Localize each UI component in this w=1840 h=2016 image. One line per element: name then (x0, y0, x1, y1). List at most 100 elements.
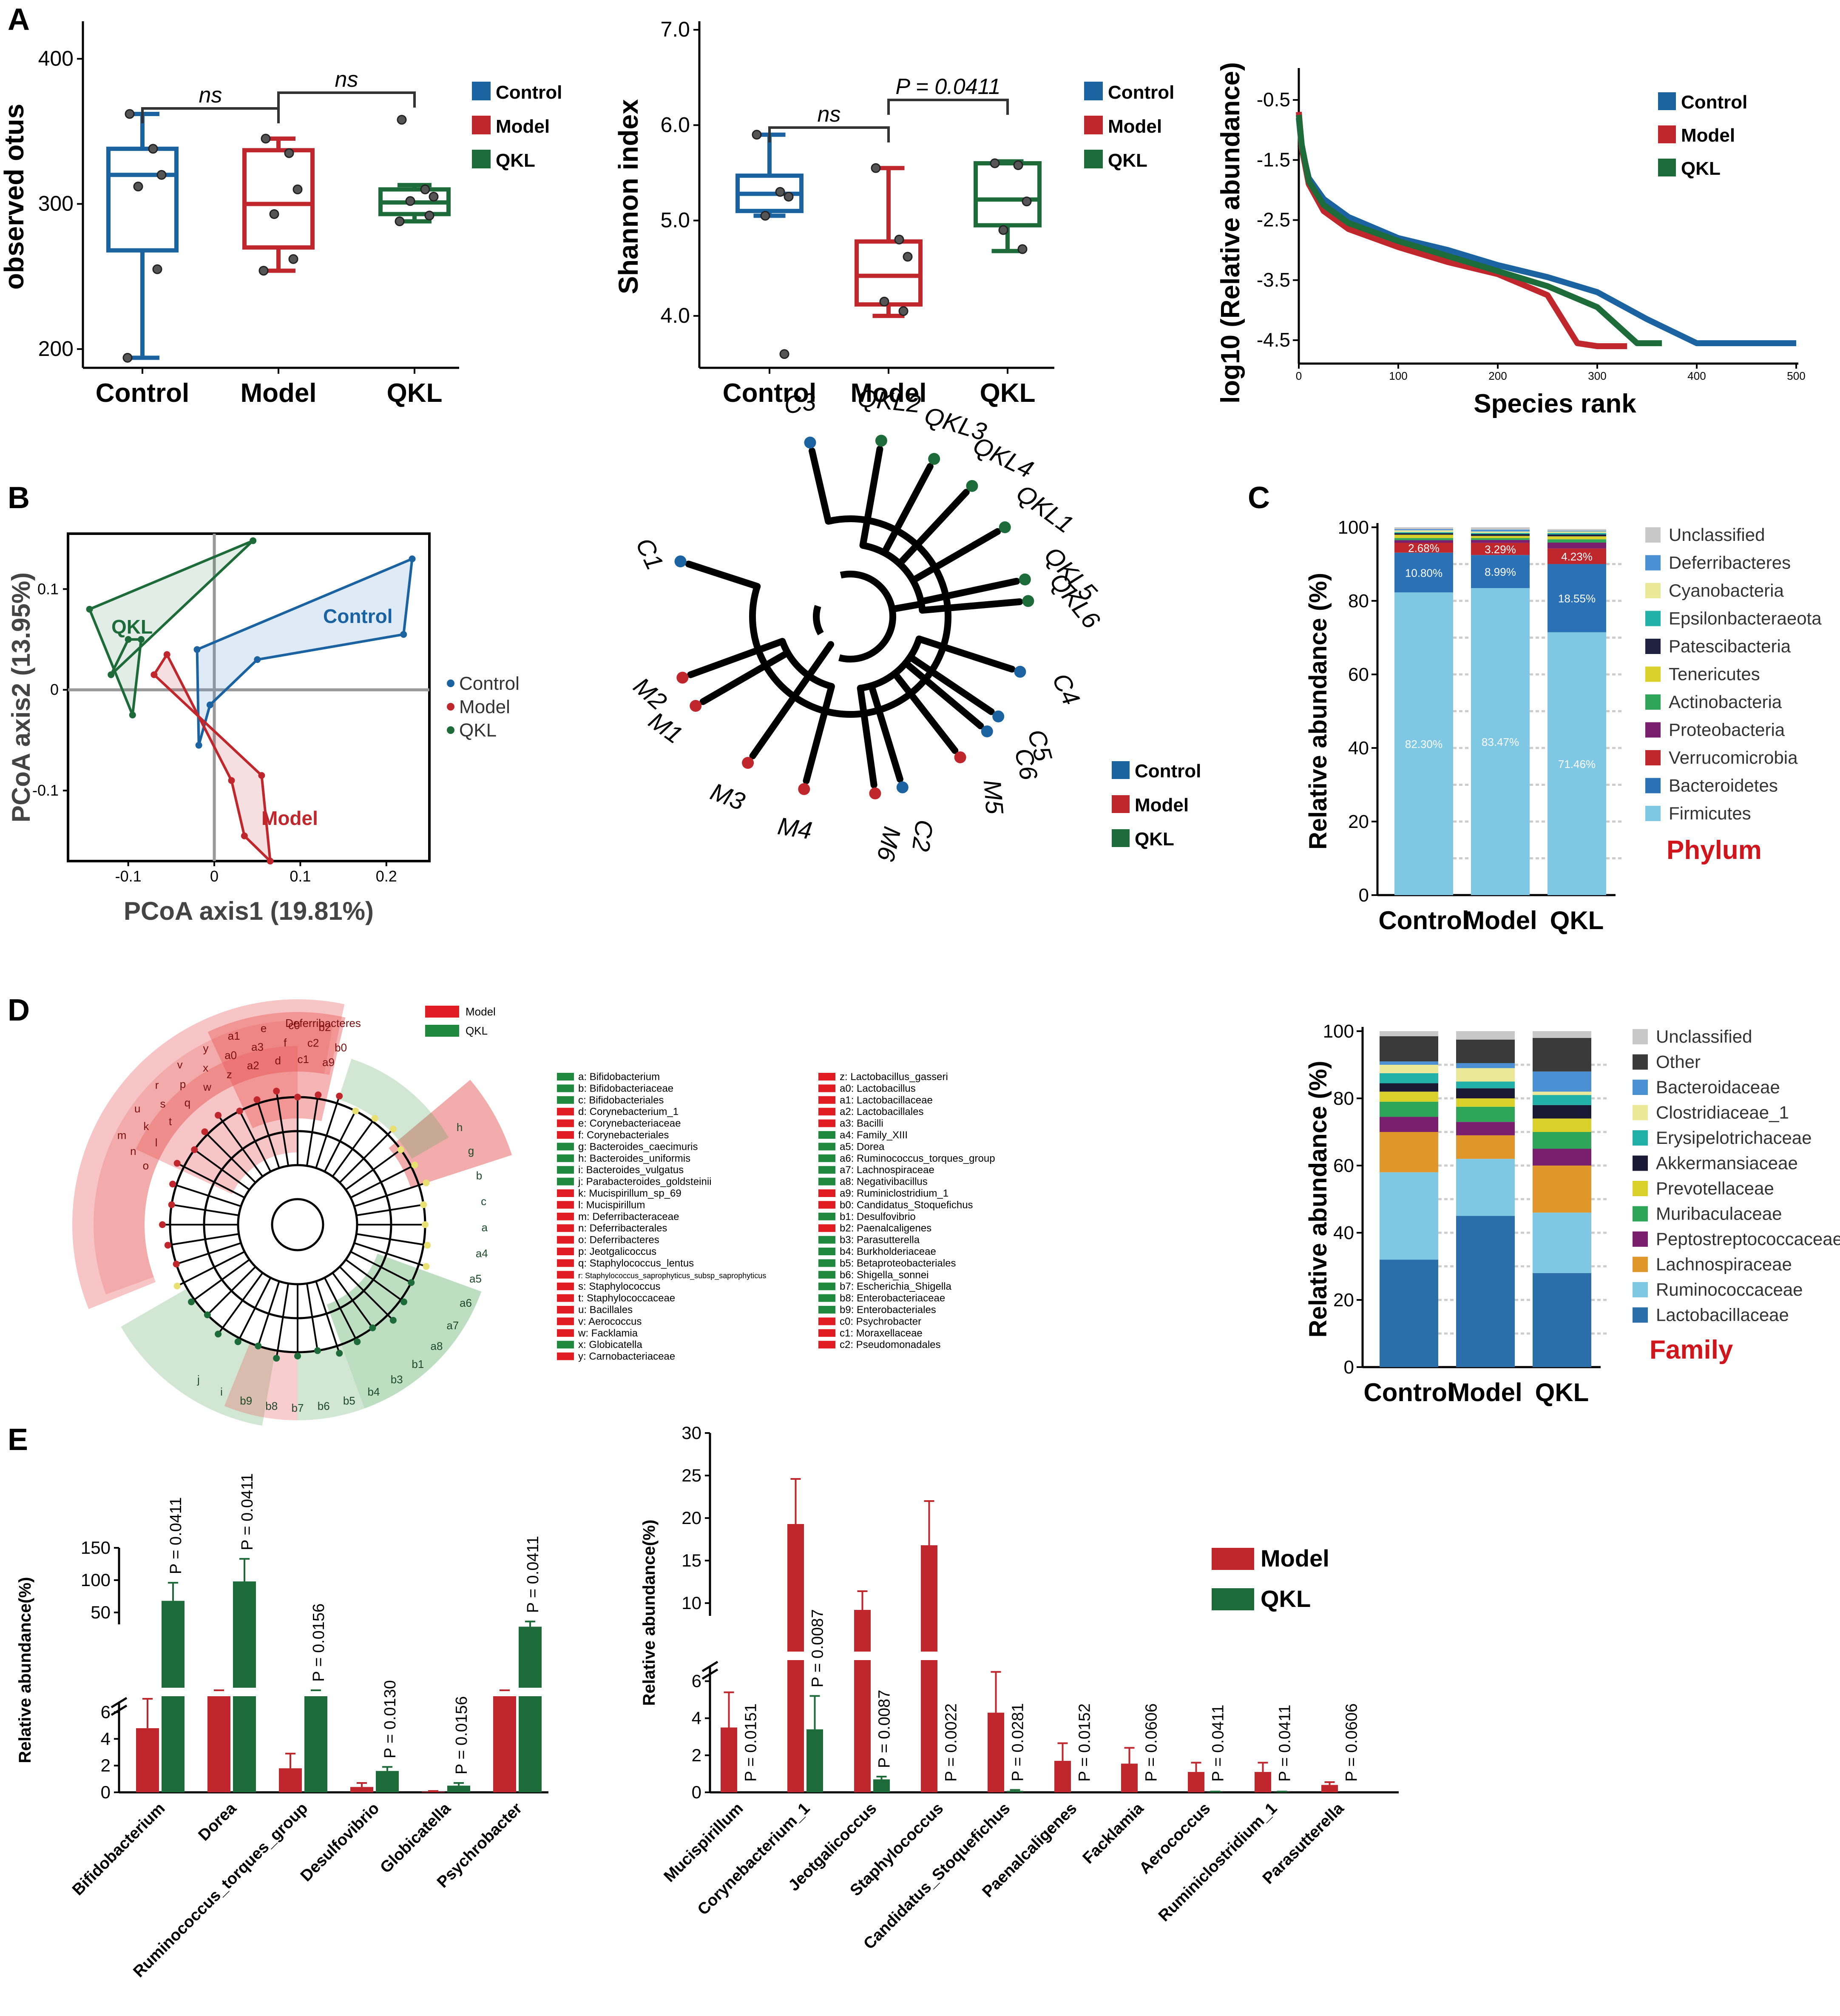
box-control (106, 146, 179, 253)
stacked-segment-prevotellaceae (1456, 1098, 1515, 1107)
legend-swatch-unclassified (1633, 1029, 1648, 1044)
stacked-segment-proteobacteria (1471, 540, 1530, 543)
clade-key-label: y: Carnobacteriaceae (578, 1351, 675, 1362)
y-tick-label: 200 (38, 337, 74, 361)
clade-letter: b4 (368, 1385, 380, 1398)
clade-letter: l (155, 1136, 158, 1149)
bar-model (1121, 1763, 1138, 1792)
tree-leaf-node (798, 783, 810, 795)
clade-node (424, 1242, 431, 1249)
tree-arc (838, 571, 896, 663)
stacked-segment-lactobacillaceae (1533, 1273, 1591, 1367)
x-tick-label: 0.2 (376, 867, 397, 885)
tree-branch (909, 528, 1001, 584)
y-tick-label: 100 (1323, 1021, 1354, 1042)
tree-arc (862, 542, 926, 611)
clade-branch (306, 1095, 319, 1166)
data-point (133, 182, 143, 192)
significance-bracket (141, 107, 280, 123)
clade-key-label: u: Bacillales (578, 1304, 633, 1316)
bar-model (493, 1690, 516, 1792)
x-tick-label: Model (1463, 906, 1537, 935)
stacked-segment-clostridiaceae_1 (1380, 1065, 1438, 1073)
panel-label-e: E (8, 1423, 28, 1457)
clade-branch (339, 1128, 394, 1183)
segment-value-label: 3.29% (1485, 543, 1516, 556)
tree-legend-label-model: Model (1135, 795, 1189, 816)
bar-qkl (304, 1690, 327, 1792)
clade-node (236, 1107, 243, 1115)
x-tick-label: Control (96, 378, 189, 408)
y-axis-label: Relative abundance (%) (1304, 1061, 1332, 1337)
clade-key-label: h: Bacteroides_uniformis (578, 1153, 690, 1164)
clade-node (169, 1180, 176, 1188)
clade-letter: z (227, 1068, 232, 1081)
tree-leaf-label: QKL1 (1011, 479, 1078, 539)
y-tick-label: 20 (1348, 811, 1369, 832)
clade-key-label: b2: Paenalcaligenes (840, 1223, 931, 1234)
hull-label-control: Control (323, 605, 393, 627)
clade-branch (332, 1272, 373, 1328)
legend-swatch-bacteroidetes (1645, 778, 1661, 793)
data-point (760, 210, 770, 221)
tree-arc (749, 515, 951, 718)
y-tick-label: 2 (692, 1745, 701, 1765)
y-tick-label: 4.0 (660, 304, 690, 327)
tree-arc (779, 640, 833, 690)
clade-branch (257, 1281, 280, 1346)
clade-key-swatch (818, 1143, 835, 1151)
clade-node (422, 1221, 429, 1228)
p-value-label: P = 0.0606 (1143, 1703, 1161, 1782)
clade-branch (345, 1149, 401, 1191)
stacked-segment-other (1533, 1038, 1591, 1072)
tree-leaf-label: C3 (782, 388, 817, 419)
tree-legend-label-control: Control (1135, 761, 1201, 782)
shannon-index-legend-swatch-control (1084, 82, 1103, 100)
clade-key-swatch (557, 1177, 574, 1186)
stacked-segment-other (1456, 1039, 1515, 1063)
stacked-segment-lachnospiraceae (1380, 1132, 1438, 1172)
legend-swatch-epsilonbacteraeota (1645, 611, 1661, 626)
x-tick-label: Control (723, 378, 816, 408)
pcoa-point (250, 537, 257, 544)
y-tick-label: 80 (1348, 591, 1369, 611)
segment-value-label: 83.47% (1482, 736, 1519, 748)
legend-label-peptostreptococcaceae: Peptostreptococcaceae (1656, 1229, 1840, 1249)
rank-legend-label-model: Model (1681, 125, 1735, 146)
clade-letter: g (468, 1144, 474, 1157)
clade-branch (171, 1204, 239, 1217)
clade-key-swatch (818, 1201, 835, 1209)
tree-leaf-node (742, 757, 754, 769)
stacked-segment-epsilonbacteraeota (1394, 532, 1453, 534)
legend-swatch-actinobacteria (1645, 694, 1661, 710)
box-model (855, 239, 923, 307)
clade-key-label: a3: Bacilli (840, 1118, 883, 1129)
clade-key-swatch (557, 1166, 574, 1174)
p-value-label: P = 0.0411 (239, 1473, 256, 1550)
clade-key-swatch (557, 1201, 574, 1209)
pcoa-chart: -0.1 0 0.1 0.2 0.1 0 -0.1 PCoA axis1 (19.81%) PC… (7, 532, 520, 925)
stacked-segment-unclassified (1533, 1031, 1591, 1038)
clade-letter: a9 (322, 1056, 335, 1069)
y-tick-label: 2 (101, 1755, 111, 1775)
clade-letter: a3 (251, 1041, 264, 1053)
clade-wedge-qkl (121, 1288, 275, 1426)
legend-label-cyanobacteria: Cyanobacteria (1669, 580, 1784, 600)
clade-key-swatch (557, 1294, 574, 1302)
clade-node (173, 1260, 180, 1268)
stacked-segment-epsilonbacteraeota (1548, 533, 1606, 535)
data-point (1013, 160, 1023, 170)
legend-label-lactobacillaceae: Lactobacillaceae (1656, 1305, 1789, 1325)
clade-wedge-model (136, 1046, 298, 1194)
clade-wedge-model (72, 999, 345, 1309)
clade-branch (239, 1110, 272, 1172)
clade-branch (176, 1251, 245, 1287)
clade-legend-swatch (425, 1006, 459, 1018)
clade-legend-label: Model (466, 1005, 496, 1018)
bar-qkl (447, 1786, 470, 1792)
stacked-segment-erysipelotrichaceae (1380, 1073, 1438, 1083)
x-axis-label: PCoA axis1 (19.81%) (124, 897, 374, 925)
data-point (784, 192, 794, 202)
x-tick-label: 500 (1787, 370, 1805, 382)
clade-key-swatch (818, 1306, 835, 1314)
